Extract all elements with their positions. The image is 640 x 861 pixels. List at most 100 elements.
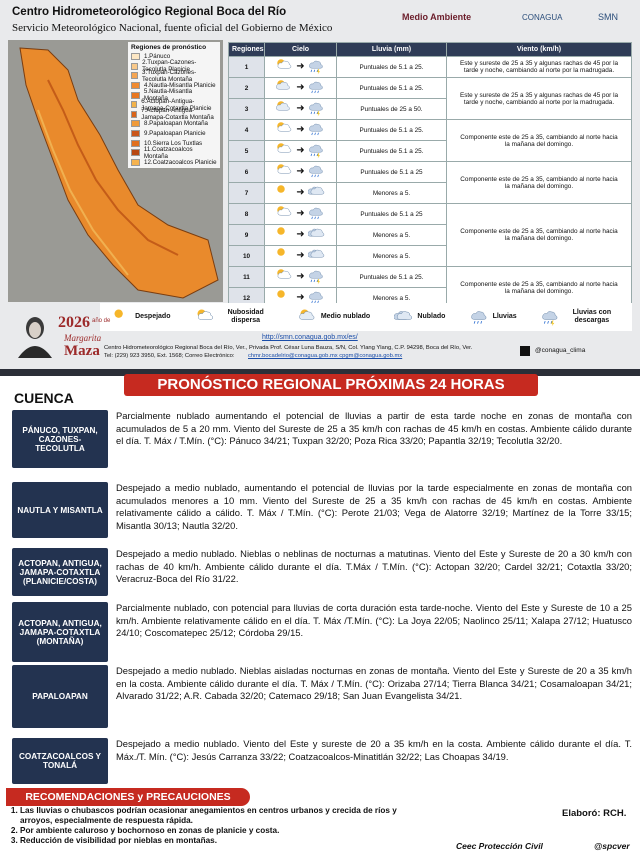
icon-legend-label: Nubosidad dispersa xyxy=(227,309,264,324)
map-legend-item: 3.Tuxpan-Cazones-Tecolutla Montaña xyxy=(131,68,217,83)
divider xyxy=(0,369,640,376)
social: @conagua_clima xyxy=(535,347,586,354)
map-legend-label: 12.Coatzacoalcos Planicie xyxy=(144,158,217,166)
weather-icon xyxy=(308,270,323,285)
sky-cell: ➜ xyxy=(264,77,337,99)
swatch xyxy=(131,82,140,90)
icon-legend: Despejado Nubosidad dispersa Medio nublado… xyxy=(100,303,632,331)
icon-legend-item: Nubosidad dispersa xyxy=(195,307,274,327)
column-title: CUENCA xyxy=(14,390,74,406)
map-legend-label: 3.Tuxpan-Cazones-Tecolutla Montaña xyxy=(142,68,197,83)
arrow: ➜ xyxy=(296,292,305,303)
arrow: ➜ xyxy=(296,271,305,282)
weather-icon xyxy=(394,311,413,320)
region-number: 1 xyxy=(228,56,265,78)
swatch xyxy=(131,158,140,166)
weather-icon xyxy=(308,165,323,178)
forecast-title: PRONÓSTICO REGIONAL PRÓXIMAS 24 HORAS xyxy=(124,374,538,396)
icon-legend-item: Despejado xyxy=(112,307,170,327)
swatch xyxy=(131,91,140,99)
region-number: 2 xyxy=(228,77,265,99)
weather-icon xyxy=(277,143,292,153)
map-legend-item: 4.Nautla-Misantla Planicie xyxy=(131,81,217,91)
weather-icon xyxy=(276,101,290,111)
weather-icon xyxy=(308,81,323,94)
basin-label: NAUTLA Y MISANTLA xyxy=(12,482,108,538)
table-row: 6 ➜ Puntuales de 5.1 a 25 Componente este d… xyxy=(228,161,632,204)
weather-icon xyxy=(277,206,292,216)
title: Centro Hidrometeorológico Regional Boca … xyxy=(12,6,287,18)
weather-icon xyxy=(277,164,292,174)
map-legend-label: 1.Pánuco xyxy=(144,53,171,61)
sky-cell: ➜ xyxy=(264,56,337,78)
sky-cell: ➜ xyxy=(264,203,337,225)
swatch xyxy=(131,130,140,138)
basin-label: COATZACOALCOS Y TONALÁ xyxy=(12,738,108,784)
weather-icon xyxy=(277,227,286,235)
map-legend-list: 1.Pánuco 2.Tuxpan-Cazones-Tecolutla Plani… xyxy=(131,52,217,167)
weather-icon xyxy=(307,186,324,195)
region-number: 9 xyxy=(228,224,265,246)
table-body: 1 ➜ Puntuales de 5.1 a 25. Este y sureste d… xyxy=(228,56,632,309)
rain-cell: Menores a 5. xyxy=(336,245,447,267)
icon-legend-label: Lluvias xyxy=(492,313,517,320)
sky-cell: ➜ xyxy=(264,119,337,141)
table-row: 2 ➜ Puntuales de 5.1 a 25. Este y sureste d… xyxy=(228,77,632,120)
logo: CONAGUA xyxy=(522,13,563,22)
weather-icon xyxy=(307,249,324,258)
rain-cell: Puntuales de 5.1 a 25 xyxy=(336,161,447,183)
weather-icon xyxy=(308,291,323,304)
map-legend-label: 7.Actopan-Antigua-Jamapa-Cotaxtla Montañ… xyxy=(141,107,214,122)
weather-icon xyxy=(308,207,323,220)
map-legend-item: 8.Papaloapan Montaña xyxy=(131,119,217,129)
wind-cell: Este y sureste de 25 a 35 y algunas rach… xyxy=(446,77,632,120)
table-row: 11 ➜ Puntuales de 5.1 a 25. Componente este… xyxy=(228,266,632,309)
sky-cell: ➜ xyxy=(264,140,337,162)
credit: @spcver xyxy=(594,841,630,851)
weather-icon xyxy=(197,309,213,320)
recommendations-title: RECOMENDACIONES y PRECAUCIONES xyxy=(6,788,250,806)
region-number: 4 xyxy=(228,119,265,141)
map-legend-label: 4.Nautla-Misantla Planicie xyxy=(144,82,216,90)
weather-icon xyxy=(277,269,292,279)
table-header-cell: Lluvia (mm) xyxy=(336,42,447,57)
weather-icon xyxy=(308,102,323,117)
map-legend-item: 11.Coatzacoalcos Montaña xyxy=(131,145,217,160)
table-row: 9 ➜ Menores a 5. xyxy=(228,224,632,246)
recommendation: Reducción de visibilidad por nieblas en … xyxy=(20,836,424,846)
swatch xyxy=(131,120,140,128)
year: 2026 xyxy=(58,314,90,331)
map-legend-item: 10.Sierra Los Tuxtlas xyxy=(131,138,217,148)
map-legend-item: 7.Actopan-Antigua-Jamapa-Cotaxtla Montañ… xyxy=(131,107,217,122)
weather-icon xyxy=(308,144,323,159)
phone: Tel: (229) 923 3950, Ext. 1568; Correo E… xyxy=(104,353,235,359)
table-row: 7 ➜ Menores a 5. xyxy=(228,182,632,204)
rain-cell: Puntuales de 5.1 a 25. xyxy=(336,77,447,99)
map-legend-label: 11.Coatzacoalcos Montaña xyxy=(143,145,193,160)
arrow: ➜ xyxy=(296,187,305,198)
map-legend-item: 2.Tuxpan-Cazones-Tecolutla Planicie xyxy=(131,59,217,73)
basin-label: ACTOPAN, ANTIGUA, JAMAPA-COTAXTLA (PLANI… xyxy=(12,548,108,596)
sky-cell: ➜ xyxy=(264,98,337,120)
weather-icon xyxy=(114,309,123,318)
swatch xyxy=(131,101,138,109)
name: Maza xyxy=(64,343,100,359)
swatch xyxy=(131,62,139,70)
arrow: ➜ xyxy=(296,229,305,240)
rain-cell: Puntuales de 5.1 a 25. xyxy=(336,119,447,141)
name: Margarita xyxy=(64,333,102,343)
map-legend-item: 5.Nautla-Misantla Montaña xyxy=(131,88,217,102)
url[interactable]: http://smn.conagua.gob.mx/es/ xyxy=(262,334,358,341)
weather-icon xyxy=(308,60,323,75)
author: Elaboró: RCH. xyxy=(562,808,627,819)
rain-cell: Puntuales de 25 a 50. xyxy=(336,98,447,120)
icon-legend-label: Nublado xyxy=(417,313,446,320)
region-number: 10 xyxy=(228,245,265,267)
emails[interactable]: chmr.bocadelrio@conagua.gob.mx cpgm@cona… xyxy=(248,353,403,359)
arrow: ➜ xyxy=(296,250,305,261)
table-row: 8 ➜ Puntuales de 5.1 a 25 Componente este d… xyxy=(228,203,632,267)
address: Centro Hidrometeorológico Regional Boca … xyxy=(104,345,473,351)
sky-cell: ➜ xyxy=(264,182,337,204)
arrow: ➜ xyxy=(296,61,305,72)
